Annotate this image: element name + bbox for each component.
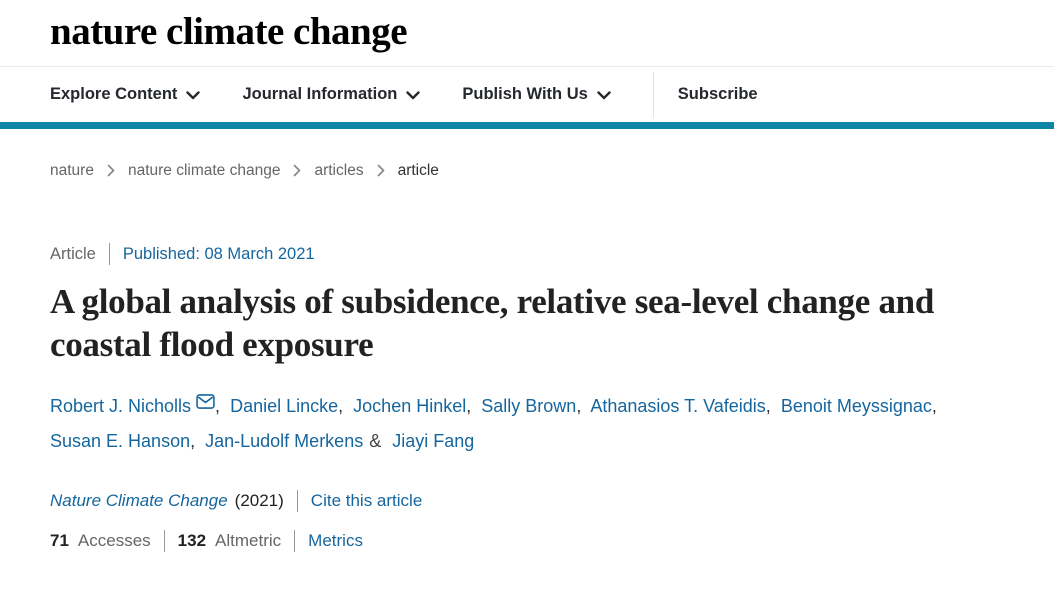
author-link[interactable]: Jan-Ludolf Merkens [205, 430, 364, 451]
breadcrumb: nature nature climate change articles ar… [50, 162, 1004, 180]
chevron-down-icon [597, 91, 611, 100]
nav-journal-information-label: Journal Information [242, 85, 398, 103]
vertical-divider [108, 243, 110, 265]
nav-subscribe-label: Subscribe [677, 85, 758, 103]
author-list: Robert J. Nicholls, Daniel Lincke, Joche… [50, 389, 995, 459]
breadcrumb-articles[interactable]: articles [314, 162, 364, 179]
author-link[interactable]: Jochen Hinkel [353, 395, 467, 416]
main-nav: Explore Content Journal Information Publ… [0, 67, 1054, 129]
author-separator: , [466, 395, 472, 416]
breadcrumb-nature[interactable]: nature [50, 162, 94, 179]
chevron-right-icon [107, 164, 115, 177]
article-type-label: Article [50, 244, 96, 263]
vertical-divider [294, 529, 296, 552]
vertical-divider [296, 489, 298, 512]
cite-this-article-link[interactable]: Cite this article [310, 490, 423, 510]
chevron-down-icon [186, 91, 201, 100]
author-separator: , [765, 395, 771, 416]
accesses-count: 71 [50, 530, 69, 550]
chevron-right-icon [293, 164, 301, 177]
chevron-down-icon [406, 91, 421, 100]
journal-link[interactable]: Nature Climate Change [50, 490, 228, 510]
article-type-row: Article Published: 08 March 2021 [50, 243, 1004, 265]
nav-journal-information[interactable]: Journal Information [242, 85, 421, 104]
metrics-link[interactable]: Metrics [308, 530, 363, 550]
author-separator: , [215, 395, 221, 416]
email-envelope-icon[interactable] [196, 393, 215, 409]
citation-row: Nature Climate Change (2021) Cite this a… [50, 489, 1004, 512]
nav-divider [652, 71, 654, 118]
author-separator: , [576, 395, 582, 416]
author-link[interactable]: Susan E. Hanson [50, 430, 191, 451]
author-ampersand: & [369, 430, 382, 451]
nav-publish-with-us[interactable]: Publish With Us [462, 85, 611, 104]
article-header: Article Published: 08 March 2021 A globa… [50, 243, 1004, 552]
breadcrumb-nature-climate-change[interactable]: nature climate change [127, 162, 281, 179]
chevron-right-icon [377, 164, 385, 177]
nav-subscribe[interactable]: Subscribe [678, 85, 758, 104]
journal-logo[interactable]: nature climate change [50, 10, 408, 53]
author-separator: , [338, 395, 344, 416]
accesses-label: Accesses [77, 530, 151, 550]
author-separator: , [190, 430, 196, 451]
author-link[interactable]: Robert J. Nicholls [50, 395, 192, 416]
citation-year: (2021) [234, 490, 284, 510]
nav-publish-with-us-label: Publish With Us [462, 85, 588, 103]
vertical-divider [163, 529, 165, 552]
author-separator: , [931, 395, 937, 416]
article-title: A global analysis of subsidence, relativ… [50, 282, 934, 365]
metrics-row: 71 Accesses 132 Altmetric Metrics [50, 529, 1004, 552]
altmetric-count: 132 [177, 530, 207, 550]
masthead: nature climate change [0, 0, 1054, 67]
author-link[interactable]: Benoit Meyssignac [780, 395, 932, 416]
author-link[interactable]: Daniel Lincke [230, 395, 339, 416]
nav-explore-content-label: Explore Content [50, 85, 178, 103]
altmetric-label: Altmetric [215, 530, 282, 550]
author-link[interactable]: Jiayi Fang [392, 430, 475, 451]
breadcrumb-article-current: article [397, 162, 439, 179]
author-link[interactable]: Sally Brown [481, 395, 577, 416]
author-link[interactable]: Athanasios T. Vafeidis [590, 395, 766, 416]
nav-explore-content[interactable]: Explore Content [50, 85, 201, 104]
published-date: Published: 08 March 2021 [122, 244, 315, 263]
